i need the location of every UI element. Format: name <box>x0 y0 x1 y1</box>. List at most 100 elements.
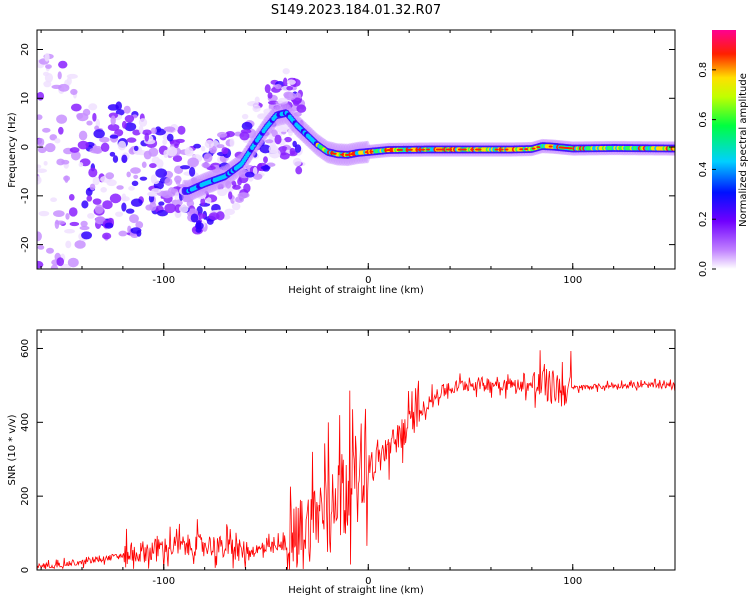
heatmap-cell <box>229 138 235 147</box>
heatmap-cell <box>94 216 106 225</box>
heatmap-ridge-cell <box>524 148 529 151</box>
heatmap-cell <box>240 129 252 134</box>
heatmap-ridge-cell <box>568 147 573 150</box>
heatmap-cell <box>252 104 261 113</box>
heatmap-ridge-cell <box>462 148 467 151</box>
heatmap-cell <box>125 208 135 214</box>
heatmap-cell <box>130 198 143 207</box>
heatmap-cell <box>37 168 48 173</box>
heatmap-cell <box>292 140 297 148</box>
heatmap-cell <box>129 214 139 224</box>
heatmap-cell <box>64 229 76 234</box>
heatmap-cell <box>124 114 135 123</box>
heatmap-ridge-cell <box>349 153 354 156</box>
heatmap-ridge-cell <box>340 153 345 156</box>
heatmap-cell <box>50 197 58 203</box>
heatmap-cell <box>109 193 122 204</box>
x-tick-label: -100 <box>152 576 175 587</box>
heatmap-cell <box>70 88 78 96</box>
heatmap-cell <box>92 112 97 122</box>
heatmap-cell <box>53 210 65 218</box>
snr-x-label: Height of straight line (km) <box>288 585 424 596</box>
heatmap-cell <box>80 220 88 227</box>
heatmap-cell <box>68 193 75 201</box>
heatmap-cell <box>55 220 66 225</box>
heatmap-cell <box>99 136 110 143</box>
heatmap-cell <box>123 105 131 114</box>
heatmap-cell <box>51 283 56 288</box>
heatmap-cell <box>244 171 255 178</box>
heatmap-cell <box>292 157 302 167</box>
heatmap-cell <box>178 204 189 213</box>
heatmap-cell <box>56 257 65 267</box>
heatmap-cell <box>35 282 41 288</box>
heatmap-cell <box>56 114 68 124</box>
heatmap-cell <box>50 276 55 283</box>
heatmap-cell <box>60 263 72 269</box>
heatmap-cell <box>121 154 128 164</box>
heatmap-cell <box>121 120 127 129</box>
heatmap-cell <box>268 148 281 159</box>
colorbar-tick-label: 0.4 <box>698 161 709 177</box>
heatmap-cell <box>208 212 220 221</box>
heatmap-cell <box>225 130 235 138</box>
heatmap-cell <box>79 225 90 231</box>
heatmap-cell <box>200 197 206 206</box>
heatmap-cell <box>150 127 157 135</box>
heatmap-cell <box>78 162 84 168</box>
heatmap-cell <box>264 139 274 144</box>
heatmap-cell <box>66 73 78 79</box>
heatmap-cell <box>201 162 211 168</box>
heatmap-cell <box>254 96 260 104</box>
heatmap-cell <box>115 109 125 116</box>
x-tick-label: -100 <box>152 275 175 286</box>
heatmap-ridge-cell <box>398 148 403 151</box>
heatmap-y-label: Frequency (Hz) <box>7 112 18 188</box>
y-tick-label: 600 <box>20 339 31 358</box>
heatmap-cell <box>68 207 78 217</box>
heatmap-cell <box>58 60 68 69</box>
y-tick-label: 400 <box>20 413 31 432</box>
heatmap-cell <box>144 132 150 142</box>
heatmap-cell <box>187 157 199 168</box>
heatmap-cell <box>205 197 212 204</box>
heatmap-cell <box>37 245 45 250</box>
heatmap-cell <box>171 199 183 207</box>
heatmap-cell <box>65 213 70 220</box>
heatmap-cell <box>81 231 93 240</box>
heatmap-cell <box>286 79 296 85</box>
heatmap-cell <box>70 150 81 161</box>
x-tick-label: 0 <box>365 576 371 587</box>
heatmap-cell <box>295 166 303 175</box>
heatmap-cell <box>224 208 236 216</box>
heatmap-cell <box>217 131 228 138</box>
heatmap-cell <box>193 143 202 149</box>
heatmap-cell <box>217 188 228 197</box>
colorbar-tick-label: 0.0 <box>698 261 709 277</box>
snr-y-label: SNR (10 * v/v) <box>7 414 18 485</box>
heatmap-cell <box>45 142 56 153</box>
snr-frame <box>36 329 676 571</box>
colorbar: 0.0 0.2 0.4 0.6 0.8 Normalized spectral ampl… <box>698 30 749 277</box>
heatmap-cell <box>50 264 59 269</box>
heatmap-cell <box>37 146 47 154</box>
heatmap-cell <box>239 131 250 141</box>
heatmap-cell <box>289 147 296 156</box>
heatmap-cell <box>143 150 152 160</box>
heatmap-cell <box>232 184 241 190</box>
heatmap-cell <box>126 137 137 143</box>
heatmap-cell <box>175 180 181 185</box>
y-tick-label: -10 <box>20 188 31 204</box>
heatmap-cell <box>44 52 50 62</box>
heatmap-cell <box>121 202 127 212</box>
heatmap-cell <box>155 168 168 178</box>
heatmap-cell <box>110 115 116 126</box>
heatmap-cell <box>92 198 102 205</box>
heatmap-cell <box>152 179 160 185</box>
heatmap-cell <box>130 167 141 174</box>
heatmap-cell <box>37 231 42 242</box>
heatmap-cell <box>296 104 307 113</box>
heatmap-cell <box>164 203 176 214</box>
heatmap-cell <box>58 126 64 135</box>
heatmap-blobs <box>35 52 675 288</box>
